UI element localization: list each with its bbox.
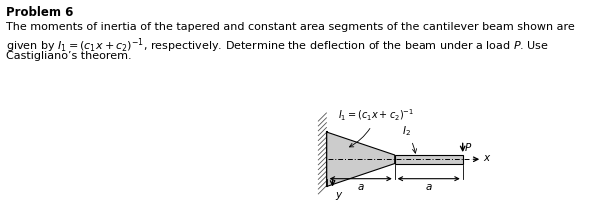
Text: Castigliano’s theorem.: Castigliano’s theorem. (6, 51, 132, 61)
Text: The moments of inertia of the tapered and constant area segments of the cantilev: The moments of inertia of the tapered an… (6, 22, 575, 32)
Text: $x$: $x$ (483, 153, 492, 163)
Text: $a$: $a$ (425, 182, 433, 192)
Text: $I_1=(c_1x+c_2)^{-1}$: $I_1=(c_1x+c_2)^{-1}$ (338, 108, 414, 147)
Text: $a$: $a$ (357, 182, 365, 192)
Polygon shape (327, 132, 395, 186)
Text: $I_2$: $I_2$ (402, 124, 417, 153)
Polygon shape (395, 155, 463, 164)
Text: $P$: $P$ (464, 141, 473, 153)
Text: $y$: $y$ (335, 190, 343, 202)
Text: given by $I_1 =(c_1x+c_2)^{-1}$, respectively. Determine the deflection of the b: given by $I_1 =(c_1x+c_2)^{-1}$, respect… (6, 36, 549, 55)
Text: Problem 6: Problem 6 (6, 6, 74, 19)
